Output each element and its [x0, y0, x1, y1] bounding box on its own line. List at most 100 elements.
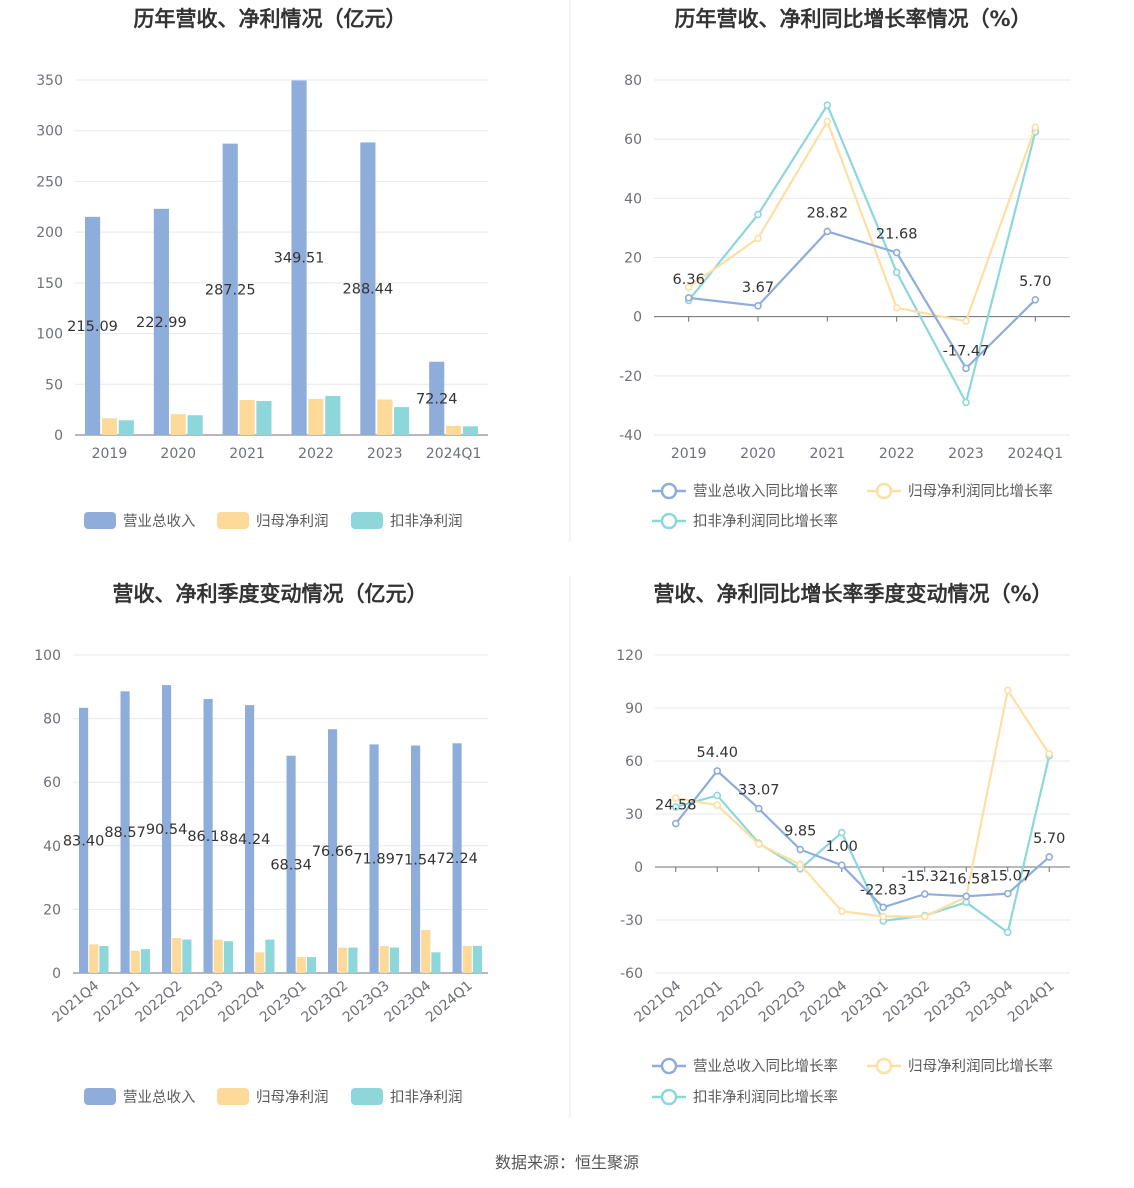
- y-tick-label: 200: [36, 225, 63, 241]
- bar-quarterly-bar-s0-5: [286, 755, 296, 973]
- point-annual-line-s1-3: [892, 303, 901, 312]
- bar-quarterly-bar-s0-3: [203, 698, 213, 973]
- bar-quarterly-bar-s0-0: [79, 707, 89, 973]
- chart-quarterly-line: 营收、净利同比增长率季度变动情况（%）-60-3003060901202021Q…: [616, 582, 1070, 1106]
- legend-swatch: [217, 512, 249, 529]
- line-quarterly-line-s0: [674, 769, 1050, 909]
- line-value-label: 5.70: [1033, 831, 1065, 847]
- bar-annual-bar-s1-1: [170, 414, 186, 435]
- bar-quarterly-bar-s0-4: [245, 705, 255, 973]
- legend-label: 营业总收入同比增长率: [693, 483, 838, 500]
- legend-label: 归母净利润同比增长率: [908, 483, 1053, 500]
- point-quarterly-line-s0-9: [1045, 853, 1054, 861]
- y-tick-label: 250: [36, 174, 63, 190]
- y-tick-label: 60: [624, 132, 642, 148]
- bar-annual-bar-s1-3: [308, 398, 324, 435]
- x-tick-label: 2022: [879, 446, 915, 462]
- legend-marker-icon: [660, 512, 678, 530]
- bar-annual-bar-s1-0: [101, 418, 117, 435]
- point-annual-line-s0-2: [823, 227, 832, 236]
- y-tick-label: 40: [43, 839, 61, 855]
- y-tick-label: 150: [36, 276, 63, 292]
- point-annual-line-s0-1: [754, 302, 762, 310]
- bar-quarterly-bar-s0-2: [162, 685, 172, 973]
- bar-annual-bar-s2-5: [462, 426, 479, 435]
- line-value-label: 6.36: [673, 272, 705, 288]
- x-tick-label: 2024Q1: [423, 978, 476, 1026]
- bar-value-label: 288.44: [343, 282, 394, 298]
- bar-quarterly-bar-s2-6: [348, 947, 358, 973]
- point-quarterly-line-s1-5: [879, 912, 888, 921]
- bar-value-label: 71.89: [353, 852, 395, 868]
- bar-quarterly-bar-s2-5: [306, 957, 316, 973]
- legend-label: 归母净利润: [256, 513, 329, 530]
- point-annual-line-s1-1: [754, 234, 762, 243]
- point-annual-line-s1-2: [823, 117, 832, 126]
- y-tick-label: 350: [36, 73, 63, 89]
- y-tick-label: 90: [625, 701, 643, 717]
- bar-quarterly-bar-s0-1: [120, 691, 130, 973]
- line-value-label: 33.07: [738, 783, 780, 799]
- bar-quarterly-bar-s1-9: [462, 945, 472, 973]
- y-tick-label: 50: [45, 377, 63, 393]
- y-tick-label: 80: [624, 73, 642, 89]
- line-value-label: -16.58: [943, 871, 990, 887]
- bar-annual-bar-s0-0: [84, 216, 101, 435]
- point-quarterly-line-s2-1: [713, 791, 722, 800]
- x-tick-label: 2024Q1: [1008, 446, 1064, 462]
- bar-value-label: 84.24: [229, 832, 271, 848]
- line-value-label: -22.83: [860, 882, 907, 898]
- point-annual-line-s2-1: [754, 210, 762, 219]
- y-tick-label: 0: [634, 860, 643, 876]
- legend-marker-icon: [660, 482, 678, 500]
- chart-quarterly-bar: 营收、净利季度变动情况（亿元）0204060801002021Q42022Q12…: [34, 582, 488, 1106]
- bar-annual-bar-s2-2: [256, 401, 272, 435]
- point-quarterly-line-s1-9: [1045, 750, 1054, 758]
- line-value-label: 24.58: [655, 798, 697, 814]
- bar-annual-bar-s0-4: [360, 142, 376, 435]
- legend-label: 扣非净利润同比增长率: [693, 513, 838, 530]
- y-tick-label: 100: [34, 648, 61, 664]
- bar-value-label: 349.51: [274, 251, 325, 267]
- y-tick-label: 20: [43, 902, 61, 918]
- bar-value-label: 71.54: [395, 852, 437, 868]
- x-tick-label: 2019: [92, 446, 128, 462]
- x-tick-label: 2021: [229, 446, 265, 462]
- point-annual-line-s1-5: [1031, 123, 1040, 132]
- point-quarterly-line-s0-5: [879, 903, 888, 912]
- point-quarterly-line-s1-0: [671, 794, 680, 802]
- point-annual-line-s0-4: [962, 364, 970, 373]
- legend-swatch: [84, 512, 116, 529]
- x-tick-label: 2023: [367, 446, 403, 462]
- y-tick-label: 60: [625, 754, 643, 770]
- bar-annual-bar-s1-4: [377, 399, 393, 435]
- legend-swatch: [351, 1088, 383, 1105]
- bar-annual-bar-s0-3: [291, 80, 307, 435]
- point-quarterly-line-s2-8: [1003, 928, 1012, 937]
- y-tick-label: 20: [624, 251, 642, 267]
- point-quarterly-line-s0-6: [920, 890, 929, 898]
- point-annual-line-s2-3: [892, 268, 901, 277]
- chart-title: 营收、净利季度变动情况（亿元）: [113, 582, 428, 606]
- point-annual-line-s2-4: [962, 398, 970, 407]
- bar-annual-bar-s2-1: [187, 415, 203, 435]
- bar-value-label: 287.25: [205, 282, 256, 298]
- legend-marker-icon: [660, 1057, 678, 1075]
- bar-quarterly-bar-s0-8: [411, 745, 421, 973]
- bar-quarterly-bar-s2-8: [431, 952, 441, 973]
- bar-annual-bar-s0-5: [429, 361, 445, 435]
- bar-value-label: 86.18: [187, 829, 229, 845]
- line-value-label: 9.85: [784, 824, 816, 840]
- x-tick-label: 2019: [671, 446, 707, 462]
- point-annual-line-s1-0: [684, 283, 693, 291]
- y-tick-label: -40: [619, 428, 642, 444]
- legend-marker-icon: [875, 482, 893, 500]
- bar-annual-bar-s0-2: [222, 143, 238, 435]
- bar-quarterly-bar-s0-6: [328, 729, 338, 973]
- y-tick-label: 30: [625, 807, 643, 823]
- bar-annual-bar-s2-0: [118, 420, 134, 435]
- y-tick-label: -60: [620, 966, 643, 982]
- line-annual-line-s0: [688, 230, 1037, 371]
